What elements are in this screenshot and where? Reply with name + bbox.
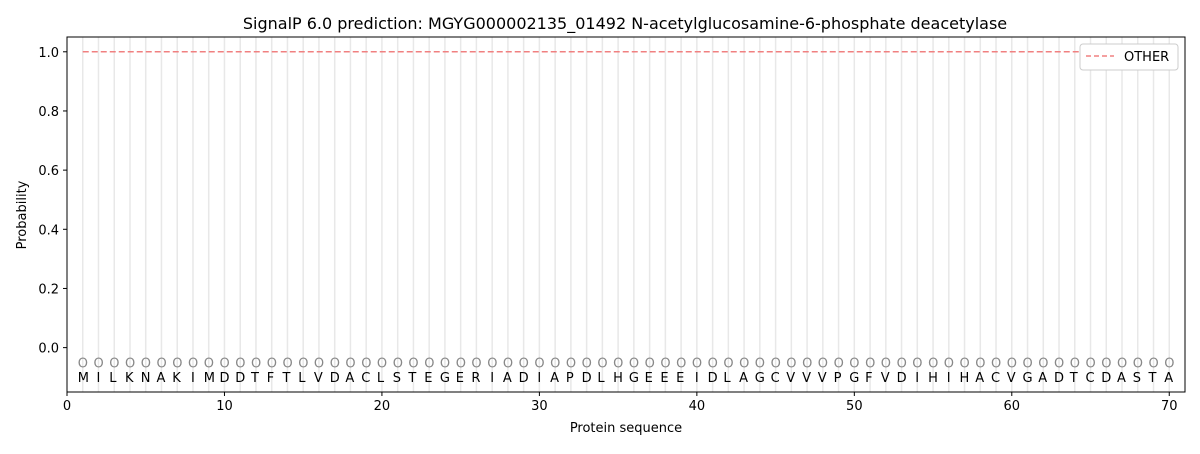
x-tick-label: 0: [63, 399, 71, 414]
x-tick-label: 20: [374, 399, 391, 414]
y-tick-label: 0.4: [38, 223, 59, 238]
x-tick-label: 50: [846, 399, 863, 414]
x-tick-label: 40: [689, 399, 706, 414]
legend-label-other: OTHER: [1124, 50, 1169, 65]
y-tick-label: 1.0: [38, 46, 59, 61]
chart-title: SignalP 6.0 prediction: MGYG000002135_01…: [243, 14, 1007, 34]
x-axis-label: Protein sequence: [570, 421, 682, 436]
y-tick-label: 0.2: [38, 282, 59, 297]
y-tick-label: 0.0: [38, 342, 59, 357]
x-tick-label: 60: [1004, 399, 1021, 414]
x-tick-label: 70: [1161, 399, 1178, 414]
y-axis-label: Probability: [15, 180, 30, 249]
y-tick-label: 0.8: [38, 105, 59, 120]
residue-labels: MILKNAKIMDDTFTLVDACLSTEGERIADIAPDLHGEEEI…: [78, 371, 1174, 386]
x-tick-label: 30: [531, 399, 548, 414]
predicted-label-marks: OOOOOOOOOOOOOOOOOOOOOOOOOOOOOOOOOOOOOOOO…: [78, 356, 1175, 371]
plot-frame: [66, 36, 1186, 393]
y-tick-label: 0.6: [38, 164, 59, 179]
x-tick-label: 10: [216, 399, 233, 414]
legend: OTHER: [1079, 43, 1179, 71]
